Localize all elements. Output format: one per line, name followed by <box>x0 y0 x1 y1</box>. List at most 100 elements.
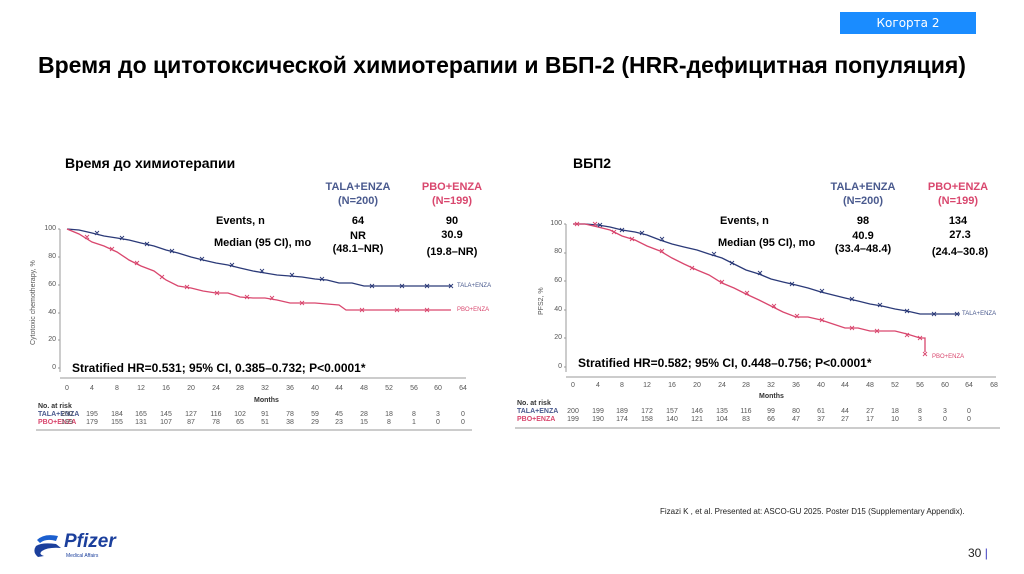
left-xtick: 20 <box>187 385 195 392</box>
left-ytick-100: 100 <box>44 225 56 232</box>
left-ytick-60: 60 <box>48 281 56 288</box>
right-xtick: 24 <box>718 382 726 389</box>
cohort-badge: Когорта 2 <box>840 12 976 34</box>
risk-cell: 0 <box>967 416 971 423</box>
right-tala-header-label: TALA+ENZA <box>830 181 896 193</box>
right-tala-median-value: 40.9 <box>852 230 874 242</box>
risk-cell: 199 <box>61 419 73 426</box>
right-tala-end-label: TALA+ENZA <box>962 311 997 317</box>
risk-cell: 184 <box>111 411 123 418</box>
risk-cell: 157 <box>666 408 678 415</box>
left-xtick: 44 <box>335 385 343 392</box>
risk-cell: 45 <box>335 411 343 418</box>
risk-cell: 195 <box>86 411 98 418</box>
right-tala-header: TALA+ENZA (N=200) <box>823 180 903 208</box>
right-risk-pbo-label: PBO+ENZA <box>517 416 556 423</box>
risk-cell: 0 <box>967 408 971 415</box>
left-tala-median: NR (48.1–NR) <box>328 230 388 256</box>
left-risk-tala-label: TALA+ENZA <box>38 411 80 418</box>
right-xtick: 36 <box>792 382 800 389</box>
left-ytick-80: 80 <box>48 253 56 260</box>
risk-cell: 47 <box>792 416 800 423</box>
right-pbo-median-value: 27.3 <box>949 229 971 241</box>
risk-cell: 155 <box>111 419 123 426</box>
risk-cell: 78 <box>212 419 220 426</box>
risk-cell: 18 <box>385 411 393 418</box>
left-ytick-40: 40 <box>48 309 56 316</box>
risk-cell: 3 <box>943 408 947 415</box>
left-xtick: 36 <box>286 385 294 392</box>
risk-cell: 18 <box>891 408 899 415</box>
left-xtick: 64 <box>459 385 467 392</box>
right-ytick-0: 0 <box>558 363 562 370</box>
left-tala-median-value: NR <box>350 230 366 242</box>
right-ytick-40: 40 <box>554 306 562 313</box>
risk-cell: 51 <box>261 419 269 426</box>
risk-cell: 174 <box>616 416 628 423</box>
left-pbo-header-label: PBO+ENZA <box>421 181 483 193</box>
right-ytick-20: 20 <box>554 334 562 341</box>
risk-cell: 83 <box>742 416 750 423</box>
risk-cell: 27 <box>866 408 874 415</box>
risk-cell: 87 <box>187 419 195 426</box>
right-xtick: 68 <box>990 382 998 389</box>
right-xtick: 4 <box>596 382 600 389</box>
risk-cell: 145 <box>160 411 172 418</box>
citation: Fizazi K , et al. Presented at: ASCO-GU … <box>660 507 965 516</box>
left-xtick: 24 <box>212 385 220 392</box>
left-pbo-median: 30.9 (19.8–NR) <box>422 229 482 259</box>
left-xtick: 12 <box>137 385 145 392</box>
risk-cell: 8 <box>387 419 391 426</box>
left-xtick: 28 <box>236 385 244 392</box>
risk-cell: 28 <box>360 411 368 418</box>
left-tala-end-label: TALA+ENZA <box>457 283 492 289</box>
risk-cell: 102 <box>234 411 246 418</box>
risk-cell: 23 <box>335 419 343 426</box>
right-tala-events: 98 <box>856 215 870 227</box>
left-events-label: Events, n <box>216 215 265 227</box>
right-risk-header: No. at risk <box>517 400 551 407</box>
risk-cell: 200 <box>61 411 73 418</box>
left-xtick: 4 <box>90 385 94 392</box>
right-xtick: 0 <box>571 382 575 389</box>
risk-cell: 65 <box>236 419 244 426</box>
risk-cell: 78 <box>286 411 294 418</box>
left-xtick: 8 <box>115 385 119 392</box>
logo-text: Pfizer <box>64 531 116 552</box>
right-x-axis-label: Months <box>759 393 784 400</box>
risk-cell: 165 <box>135 411 147 418</box>
left-tala-median-ci: (48.1–NR) <box>332 243 384 255</box>
risk-cell: 99 <box>767 408 775 415</box>
risk-cell: 17 <box>866 416 874 423</box>
right-pbo-events: 134 <box>948 215 968 227</box>
right-ytick-80: 80 <box>554 248 562 255</box>
left-pbo-end-label: PBO+ENZA <box>457 307 490 313</box>
right-xtick: 16 <box>668 382 676 389</box>
left-pbo-events: 90 <box>445 215 459 227</box>
left-ytick-20: 20 <box>48 336 56 343</box>
page-separator: | <box>984 546 988 560</box>
left-xtick: 48 <box>360 385 368 392</box>
risk-cell: 107 <box>160 419 172 426</box>
left-risk-header: No. at risk <box>38 403 72 410</box>
right-xtick: 56 <box>916 382 924 389</box>
risk-cell: 3 <box>436 411 440 418</box>
risk-cell: 37 <box>817 416 825 423</box>
right-pbo-header: PBO+ENZA (N=199) <box>918 180 998 208</box>
risk-cell: 66 <box>767 416 775 423</box>
risk-cell: 116 <box>210 411 222 418</box>
logo-subtext: Medical Affairs <box>66 553 99 559</box>
left-median-label: Median (95 CI), mo <box>214 237 312 249</box>
left-ytick-0: 0 <box>52 364 56 371</box>
risk-cell: 44 <box>841 408 849 415</box>
right-xtick: 12 <box>643 382 651 389</box>
page-title: Время до цитотоксической химиотерапии и … <box>38 52 966 78</box>
right-pbo-header-label: PBO+ENZA <box>927 181 989 193</box>
right-xtick: 40 <box>817 382 825 389</box>
risk-cell: 8 <box>412 411 416 418</box>
left-pbo-median-value: 30.9 <box>441 229 463 241</box>
left-risk-pbo-label: PBO+ENZA <box>38 419 77 426</box>
risk-cell: 158 <box>641 416 653 423</box>
left-tala-header-label: TALA+ENZA <box>325 181 391 193</box>
left-xtick: 32 <box>261 385 269 392</box>
